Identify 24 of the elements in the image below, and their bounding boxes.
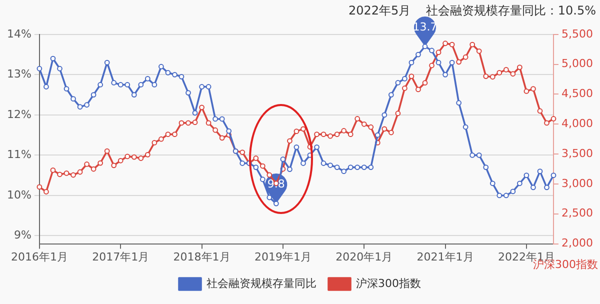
legend-label: 社会融资规模存量同比: [206, 276, 316, 290]
y-tick-label: 14%: [6, 27, 32, 40]
y-tick-label: 11%: [6, 148, 32, 162]
y-tick-label: 10%: [6, 188, 32, 202]
chart-title: 2022年5月 社会融资规模存量同比：10.5%: [348, 3, 596, 18]
annotation: 9.8: [267, 177, 285, 190]
x-tick-label: 2016年1月: [10, 250, 68, 264]
x-tick-label: 2020年1月: [336, 250, 393, 264]
y2-tick-label: 4,500: [562, 87, 594, 100]
y2-tick-label: 3,000: [562, 176, 594, 190]
y-tick-label: 12%: [6, 108, 32, 121]
y2-tick-label: 5,000: [562, 57, 594, 70]
x-tick-label: 2018年1月: [173, 250, 230, 264]
x-tick-label: 2021年1月: [416, 250, 474, 264]
legend-label: 沪深300指数: [356, 276, 421, 290]
y2-tick-label: 4,000: [562, 117, 594, 130]
y2-tick-label: 5,500: [562, 27, 594, 40]
y-tick-label: 13%: [6, 68, 32, 81]
x-tick-label: 2019年1月: [254, 250, 312, 264]
y2-tick-label: 2,500: [562, 206, 594, 220]
y2-tick-label: 2,000: [562, 236, 594, 250]
y2-tick-label: 3,500: [562, 146, 594, 160]
x-tick-label: 2017年1月: [92, 250, 150, 264]
y-tick-label: 9%: [14, 228, 32, 242]
